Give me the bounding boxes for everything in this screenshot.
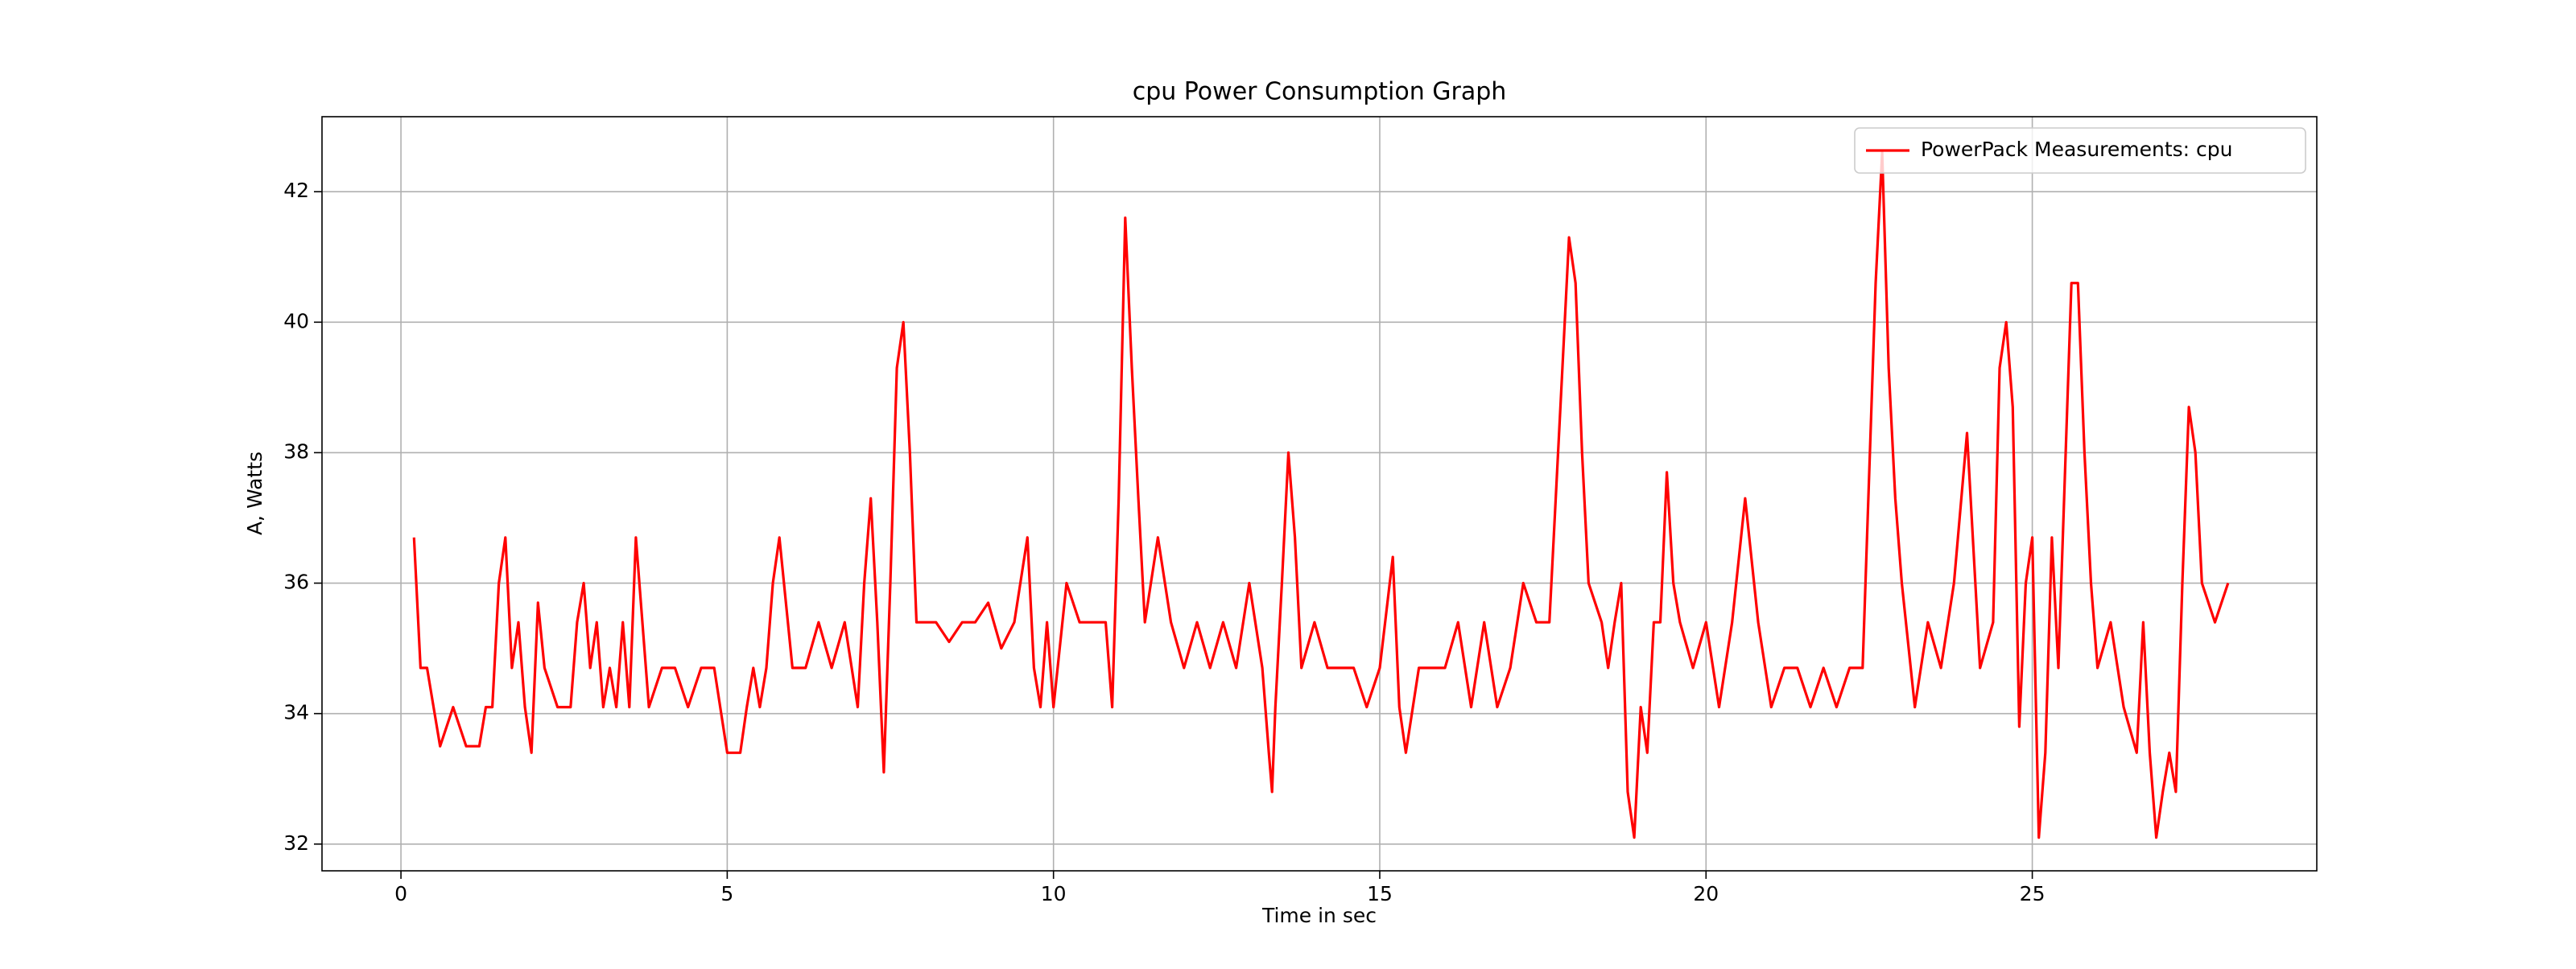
data-line — [412, 151, 2230, 839]
x-tick-label: 15 — [1367, 882, 1393, 905]
y-tick-label: 36 — [283, 571, 309, 594]
legend-box — [1854, 127, 2306, 174]
y-tick-label: 32 — [283, 831, 309, 855]
y-tick-label: 34 — [283, 701, 309, 724]
chart-title: cpu Power Consumption Graph — [1133, 78, 1507, 106]
x-tick-label: 0 — [394, 882, 407, 905]
x-axis-label: Time in sec — [1261, 904, 1377, 927]
x-tick-label: 25 — [2020, 882, 2046, 905]
plot-frame — [321, 116, 2318, 872]
y-axis-label: A, Watts — [243, 452, 266, 535]
y-tick-label: 42 — [283, 179, 309, 202]
y-tick-label: 38 — [283, 439, 309, 463]
y-tick-label: 40 — [283, 309, 309, 332]
x-tick-label: 5 — [720, 882, 733, 905]
x-tick-label: 20 — [1693, 882, 1719, 905]
legend-label: PowerPack Measurements: cpu — [1921, 138, 2233, 161]
x-tick-label: 10 — [1041, 882, 1067, 905]
